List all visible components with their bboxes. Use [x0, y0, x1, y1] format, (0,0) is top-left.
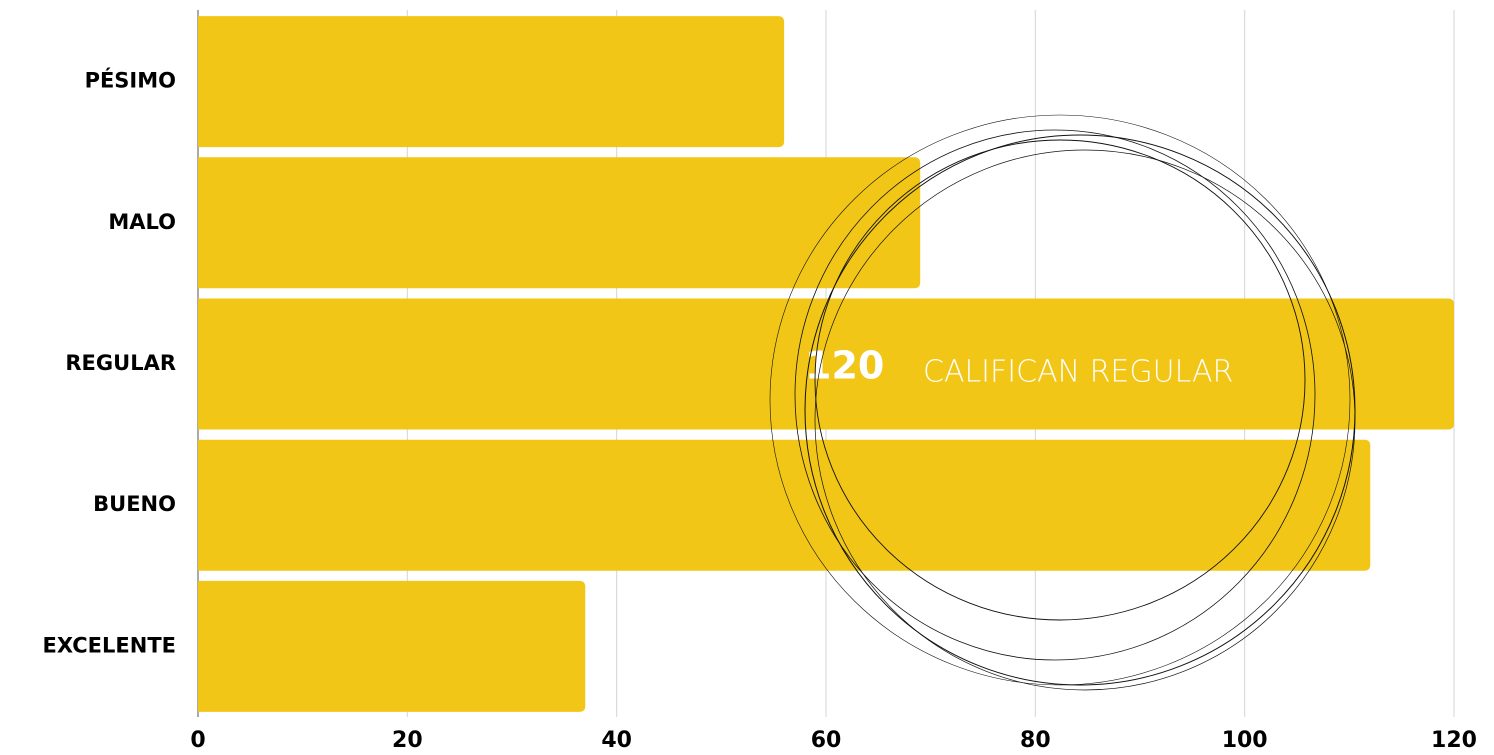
- y-tick-label: MALO: [108, 210, 176, 234]
- x-tick-label: 0: [190, 728, 205, 753]
- annotation-text: CALIFICAN REGULAR: [923, 355, 1233, 390]
- y-tick-label: EXCELENTE: [42, 633, 176, 657]
- x-tick-label: 40: [601, 728, 632, 753]
- x-tick-label: 100: [1222, 728, 1268, 753]
- bar: [198, 580, 586, 712]
- x-tick-label: 20: [392, 728, 423, 753]
- annotation: 120 CALIFICAN REGULAR: [805, 344, 1233, 390]
- y-tick-label: BUENO: [93, 492, 176, 516]
- plot-area: 0 20 40 60 80 100 120 PÉSIMO MALO REGULAR BUENO EXC…: [42, 10, 1477, 753]
- y-tick-label: REGULAR: [65, 351, 176, 375]
- y-tick-label: PÉSIMO: [85, 68, 176, 93]
- decorative-circles: [769, 114, 1356, 691]
- x-tick-label: 120: [1431, 728, 1477, 753]
- bar: [198, 157, 921, 289]
- x-tick-label: 60: [811, 728, 842, 753]
- bar: [198, 16, 785, 148]
- x-tick-label: 80: [1020, 728, 1051, 753]
- bar: [198, 439, 1371, 571]
- bar: [198, 298, 1454, 430]
